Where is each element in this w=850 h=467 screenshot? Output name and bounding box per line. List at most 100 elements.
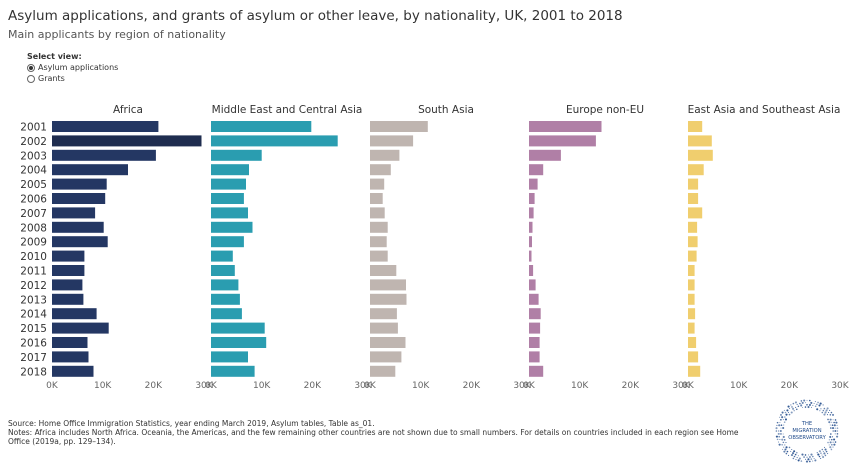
logo-dot	[812, 404, 814, 407]
bar-europe-non-eu-2010	[529, 250, 532, 262]
logo-dot	[814, 459, 817, 462]
bar-europe-non-eu-2004	[529, 164, 544, 176]
radio-unselected-icon[interactable]	[27, 74, 35, 83]
logo-dot	[792, 452, 795, 455]
bar-middle-east-and-central-asia-2001	[211, 121, 312, 132]
x-tick-label: 20K	[463, 381, 481, 391]
bar-chart: 2001 2002 2003 2004 2005 2006 2007 2008 2009 2010…	[20, 104, 850, 391]
x-tick-label: 0K	[364, 381, 377, 391]
logo-dot	[829, 435, 832, 439]
logo-dot	[831, 436, 834, 438]
bar-europe-non-eu-2001	[529, 121, 602, 132]
bar-east-asia-and-southeast-asia-2011	[688, 265, 695, 276]
logo-dot	[784, 416, 786, 418]
logo-dot	[816, 452, 818, 454]
x-tick-label: 30K	[354, 381, 372, 391]
logo-dot	[800, 404, 803, 407]
logo-text-the: THE	[801, 421, 812, 427]
x-tick-label: 30K	[672, 381, 690, 391]
logo-dot	[788, 413, 791, 416]
logo-dot	[778, 430, 780, 432]
year-label: 2003	[20, 150, 47, 162]
bar-south-asia-2007	[370, 207, 385, 219]
logo-dot	[821, 454, 823, 456]
logo-dot	[804, 454, 807, 456]
panel-title: South Asia	[418, 104, 474, 116]
x-tick-label: 20K	[622, 381, 640, 391]
logo-dot	[787, 405, 790, 408]
x-tick-label: 30K	[195, 381, 213, 391]
logo-dot	[776, 438, 779, 441]
bar-europe-non-eu-2013	[529, 293, 539, 305]
logo-dot	[829, 441, 832, 444]
logo-dot	[784, 418, 788, 421]
bar-europe-non-eu-2002	[529, 135, 596, 147]
bar-africa-2003	[52, 149, 156, 161]
logo-dot	[822, 404, 824, 406]
radio-label-asylum-applications: Asylum applications	[38, 63, 119, 72]
logo-dot	[775, 435, 778, 438]
migration-observatory-logo: THE MIGRATION OBSERVATORY	[775, 399, 839, 463]
bar-east-asia-and-southeast-asia-2017	[688, 351, 699, 363]
logo-dot	[822, 450, 824, 453]
logo-dot	[777, 441, 780, 443]
year-label: 2001	[20, 122, 47, 134]
logo-dot	[779, 429, 782, 433]
logo-dot	[823, 407, 826, 410]
logo-dot	[795, 451, 798, 454]
bar-africa-2017	[52, 351, 89, 363]
logo-dot	[792, 457, 795, 460]
logo-dot	[787, 411, 790, 414]
bar-africa-2006	[52, 193, 106, 204]
radio-grants[interactable]: Grants	[27, 73, 118, 84]
logo-dot	[834, 427, 836, 429]
bar-middle-east-and-central-asia-2011	[211, 265, 235, 276]
logo-dot	[793, 455, 796, 458]
bar-south-asia-2010	[370, 250, 388, 262]
x-tick-label: 10K	[571, 381, 589, 391]
logo-dot	[830, 448, 833, 451]
logo-dot	[809, 460, 811, 463]
bar-africa-2010	[52, 250, 85, 262]
logo-dot	[794, 401, 797, 404]
bar-east-asia-and-southeast-asia-2003	[688, 149, 713, 161]
bar-south-asia-2003	[370, 149, 400, 161]
logo-dot	[777, 432, 780, 435]
logo-dot	[836, 427, 839, 429]
year-label: 2013	[20, 294, 47, 306]
logo-dot	[827, 453, 829, 455]
logo-dot	[827, 418, 829, 421]
logo-dot	[832, 446, 834, 448]
bar-south-asia-2014	[370, 308, 397, 320]
bar-south-asia-2011	[370, 265, 397, 276]
bar-africa-2004	[52, 164, 128, 176]
bar-europe-non-eu-2003	[529, 149, 561, 161]
logo-text-migration: MIGRATION	[792, 428, 821, 434]
logo-dot	[833, 443, 836, 446]
logo-dot	[812, 460, 814, 462]
year-label: 2010	[20, 251, 47, 263]
logo-dot	[818, 450, 821, 453]
logo-dot	[793, 450, 796, 453]
radio-label-grants: Grants	[38, 74, 65, 83]
logo-dot	[795, 408, 798, 411]
logo-dot	[836, 433, 839, 435]
bar-africa-2014	[52, 308, 97, 320]
bar-middle-east-and-central-asia-2007	[211, 207, 248, 219]
logo-dot	[780, 433, 782, 435]
bar-south-asia-2012	[370, 279, 406, 291]
logo-dot	[834, 419, 837, 421]
logo-dot	[779, 438, 781, 441]
logo-dot	[782, 433, 784, 435]
radio-asylum-applications[interactable]: Asylum applications	[27, 62, 118, 73]
logo-dot	[830, 438, 833, 441]
logo-dot	[781, 438, 784, 441]
bar-south-asia-2013	[370, 293, 407, 305]
logo-dot	[795, 406, 797, 408]
logo-dot	[813, 402, 815, 405]
logo-dot	[792, 402, 795, 405]
bar-middle-east-and-central-asia-2005	[211, 178, 246, 190]
bar-africa-2005	[52, 178, 107, 190]
logo-dot	[834, 429, 837, 433]
radio-selected-icon[interactable]	[27, 63, 35, 72]
